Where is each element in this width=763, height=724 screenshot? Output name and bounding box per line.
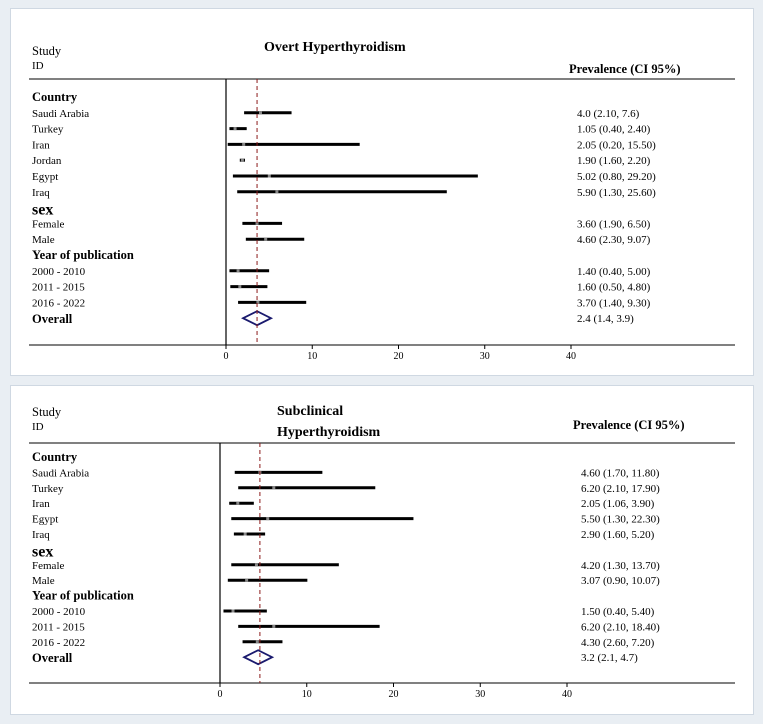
effect-text: 4.60 (1.70, 11.80) [581,467,660,479]
x-tick-label: 0 [218,689,223,700]
point-estimate [245,578,249,582]
point-estimate [255,640,259,644]
study-label: Iraq [32,529,50,541]
overt-hyperthyroidism-forest-plot: Study ID Overt Hyperthyroidism Prevalence (… [29,40,735,362]
point-estimate [267,174,271,178]
point-estimate [240,158,244,162]
effect-text: 2.4 (1.4, 3.9) [577,313,634,325]
effect-text: 6.20 (2.10, 18.40) [581,621,660,633]
study-label: Iran [32,139,50,151]
point-estimate [264,237,268,241]
group-label: Year of publication [32,589,134,603]
point-estimate [231,609,235,613]
x-tick-label: 30 [475,689,485,700]
effect-header: Prevalence (CI 95%) [569,62,681,76]
effect-text: 5.90 (1.30, 25.60) [577,187,656,199]
point-estimate [236,501,240,505]
study-header: Study [32,44,62,58]
effect-text: 4.20 (1.30, 13.70) [581,560,660,572]
study-label: 2011 - 2015 [32,621,85,633]
study-label: Jordan [32,155,62,167]
effect-text: 2.05 (1.06, 3.90) [581,498,655,510]
x-tick-label: 40 [562,689,572,700]
effect-text: 3.2 (2.1, 4.7) [581,652,638,664]
group-label: Country [32,450,78,464]
effect-text: 4.60 (2.30, 9.07) [577,234,651,246]
chart-title-line2: Hyperthyroidism [277,425,381,440]
point-estimate [254,563,258,567]
point-estimate [243,532,247,536]
x-tick-label: 40 [566,351,576,362]
overt-hyperthyroidism-panel: Study ID Overt Hyperthyroidism Prevalence (… [10,8,754,376]
chart-title: Subclinical [277,404,343,419]
study-label: Turkey [32,124,64,136]
point-estimate [242,142,246,146]
point-estimate [256,300,260,304]
overall-label: Overall [32,312,73,326]
effect-text: 1.60 (0.50, 4.80) [577,282,651,294]
group-label: Country [32,90,78,104]
effect-text: 5.50 (1.30, 22.30) [581,514,660,526]
x-tick-label: 20 [394,351,404,362]
x-tick-label: 30 [480,351,490,362]
study-label: Male [32,575,55,587]
id-header: ID [32,421,44,433]
id-header: ID [32,60,44,72]
overall-label: Overall [32,651,73,665]
effect-text: 1.40 (0.40, 5.00) [577,266,651,278]
effect-text: 3.60 (1.90, 6.50) [577,218,651,230]
x-tick-label: 20 [389,689,399,700]
subclinical-hyperthyroidism-forest-plot: Study ID Subclinical Hyperthyroidism Prevale… [29,404,735,700]
study-label: Saudi Arabia [32,108,89,120]
point-estimate [238,285,242,289]
study-label: Egypt [32,171,58,183]
study-label: 2016 - 2022 [32,637,85,649]
study-label: 2000 - 2010 [32,606,86,618]
point-estimate [259,111,262,115]
overall-diamond [242,649,275,666]
study-label: Turkey [32,483,64,495]
effect-text: 1.50 (0.40, 5.40) [581,606,655,618]
chart-title: Overt Hyperthyroidism [264,40,406,55]
study-label: Iraq [32,187,50,199]
effect-text: 5.02 (0.80, 29.20) [577,171,656,183]
study-label: 2000 - 2010 [32,266,86,278]
point-estimate [272,486,276,490]
effect-text: 4.0 (2.10, 7.6) [577,108,640,120]
x-tick-label: 0 [224,351,229,362]
group-label: sex [32,202,53,219]
point-estimate [272,624,276,628]
effect-text: 1.90 (1.60, 2.20) [577,155,651,167]
effect-text: 2.90 (1.60, 5.20) [581,529,655,541]
study-label: Saudi Arabia [32,467,89,479]
effect-text: 2.05 (0.20, 15.50) [577,139,656,151]
point-estimate [236,269,240,273]
x-tick-label: 10 [307,351,317,362]
effect-text: 1.05 (0.40, 2.40) [577,124,651,136]
subclinical-hyperthyroidism-panel: Study ID Subclinical Hyperthyroidism Prevale… [10,385,754,715]
study-label: Iran [32,498,50,510]
study-label: Female [32,560,64,572]
study-label: 2016 - 2022 [32,297,85,309]
study-label: Female [32,218,64,230]
effect-header: Prevalence (CI 95%) [573,418,685,432]
point-estimate [266,517,270,521]
effect-text: 6.20 (2.10, 17.90) [581,483,660,495]
point-estimate [255,221,259,225]
study-label: Egypt [32,514,58,526]
group-label: sex [32,543,53,560]
effect-text: 4.30 (2.60, 7.20) [581,637,655,649]
study-header: Study [32,405,62,419]
point-estimate [275,190,279,194]
x-tick-label: 10 [302,689,312,700]
effect-text: 3.70 (1.40, 9.30) [577,297,651,309]
effect-text: 3.07 (0.90, 10.07) [581,575,660,587]
point-estimate [233,127,237,131]
study-label: Male [32,234,55,246]
study-label: 2011 - 2015 [32,282,85,294]
group-label: Year of publication [32,248,134,262]
overall-diamond [241,310,274,327]
